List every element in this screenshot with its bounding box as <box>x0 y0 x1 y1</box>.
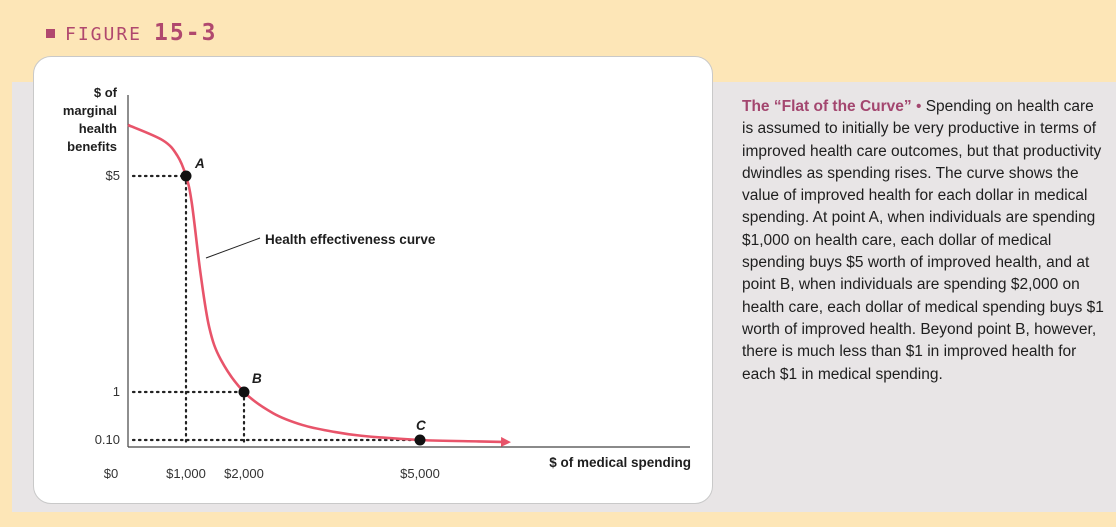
figure-label: FIGURE 15-3 <box>46 20 217 46</box>
caption-bullet: • <box>915 98 922 115</box>
bottom-border-band <box>0 512 1116 527</box>
point-c <box>414 434 426 446</box>
x-tick-label: $2,000 <box>224 466 264 481</box>
x-tick-label: $1,000 <box>166 466 206 481</box>
figure-number: 15-3 <box>154 20 218 46</box>
point-label-b: B <box>252 371 262 386</box>
figure-caption: The “Flat of the Curve” • Spending on he… <box>742 96 1104 386</box>
left-border-band <box>0 82 12 512</box>
curve-annotation-label: Health effectiveness curve <box>265 232 436 247</box>
x-tick-label: $0 <box>104 466 118 481</box>
y-tick-label: 1 <box>113 384 120 399</box>
point-b <box>238 386 250 398</box>
y-axis-label: $ of marginal health benefits <box>63 85 118 154</box>
caption-title: The “Flat of the Curve” <box>742 98 912 115</box>
y-tick-label: 0.10 <box>95 432 120 447</box>
caption-body: Spending on health care is assumed to in… <box>742 98 1104 383</box>
figure-square-icon <box>46 29 55 38</box>
figure-word: FIGURE <box>65 24 143 45</box>
point-label-c: C <box>416 418 426 433</box>
point-label-a: A <box>194 156 205 171</box>
chart-panel <box>33 56 713 504</box>
y-tick-label: $5 <box>106 168 120 183</box>
point-a <box>180 170 192 182</box>
health-effectiveness-curve <box>127 123 511 447</box>
x-axis-label: $ of medical spending <box>549 455 691 470</box>
x-tick-label: $5,000 <box>400 466 440 481</box>
annotation-leader <box>205 237 261 259</box>
